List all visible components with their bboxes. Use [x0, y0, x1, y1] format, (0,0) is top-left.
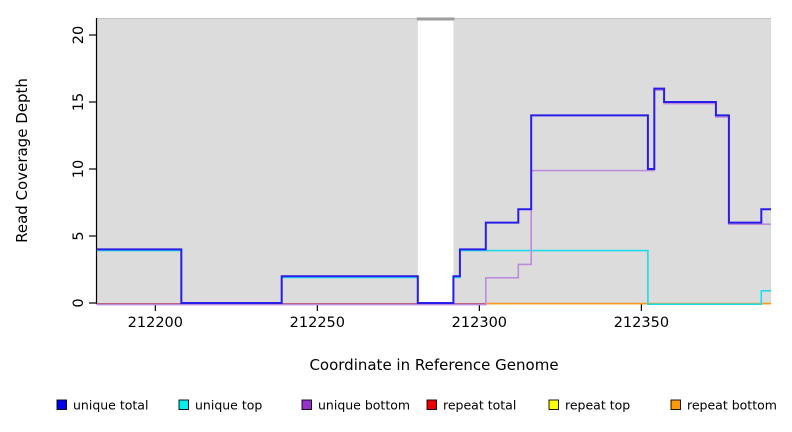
legend-item-repeat-top: repeat top	[548, 398, 630, 413]
x-tick-label: 212200	[128, 315, 183, 331]
legend-item-repeat-bottom: repeat bottom	[670, 398, 777, 413]
y-tick-label: 10	[71, 160, 87, 178]
y-axis-title: Read Coverage Depth	[13, 78, 31, 243]
y-tick-label: 20	[71, 26, 87, 44]
legend-swatch	[548, 399, 559, 410]
legend-label: repeat bottom	[687, 398, 777, 413]
y-tick-label: 15	[71, 93, 87, 111]
legend-swatch	[301, 399, 312, 410]
legend-item-unique-top: unique top	[178, 398, 262, 413]
legend-label: unique total	[73, 398, 148, 413]
x-tick-label: 212250	[290, 315, 345, 331]
legend-item-repeat-total: repeat total	[426, 398, 516, 413]
legend-item-unique-total: unique total	[56, 398, 148, 413]
x-tick-label: 212300	[452, 315, 507, 331]
x-axis-title: Coordinate in Reference Genome	[309, 356, 558, 374]
coverage-gap-band	[417, 20, 454, 303]
legend-label: repeat top	[565, 398, 630, 413]
series-unique-total	[97, 87, 771, 304]
y-tick-label: 0	[71, 298, 87, 307]
legend-swatch	[426, 399, 437, 410]
legend-item-unique-bottom: unique bottom	[301, 398, 410, 413]
legend-label: unique bottom	[318, 398, 410, 413]
y-tick-label: 5	[71, 231, 87, 240]
legend-swatch	[178, 399, 189, 410]
x-tick-label: 212350	[614, 315, 669, 331]
legend-label: unique top	[195, 398, 262, 413]
coverage-gap-cap	[416, 17, 455, 21]
legend-swatch	[670, 399, 681, 410]
legend-label: repeat total	[443, 398, 516, 413]
legend-swatch	[56, 399, 67, 410]
